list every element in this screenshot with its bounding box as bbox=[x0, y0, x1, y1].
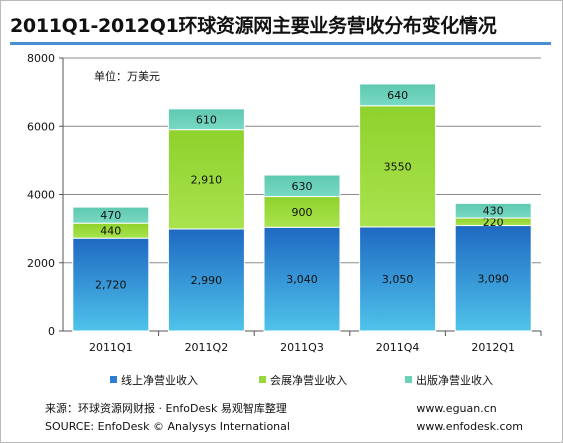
bar-online-2011Q3 bbox=[263, 226, 341, 332]
bar-online-2011Q1 bbox=[72, 237, 150, 332]
data-label-publishing-2011Q2: 610 bbox=[196, 113, 217, 126]
data-label-online-2012Q1: 3,090 bbox=[477, 272, 509, 285]
legend-swatch-exhibition bbox=[259, 376, 266, 383]
bar-publishing-2012Q1 bbox=[454, 202, 532, 219]
footer-source: 来源：环球资源网财报 · EnfoDesk 易观智库整理 SOURCE: Enf… bbox=[45, 400, 290, 436]
source-line-en: SOURCE: EnfoDesk © Analysys Internationa… bbox=[45, 420, 290, 433]
legend-label-online: 线上净营业收入 bbox=[121, 374, 198, 387]
footer-sites: www.eguan.cn www.enfodesk.com bbox=[416, 400, 523, 436]
bar-exhibition-2011Q2 bbox=[167, 129, 245, 230]
data-label-online-2011Q4: 3,050 bbox=[382, 273, 414, 286]
bar-publishing-2011Q2 bbox=[167, 108, 245, 131]
x-tick-label-2011Q3: 2011Q3 bbox=[280, 341, 324, 354]
data-label-publishing-2011Q1: 470 bbox=[100, 209, 121, 222]
y-tick-label-4000: 4000 bbox=[27, 189, 55, 202]
legend-item-online: 线上净营业收入 bbox=[110, 372, 198, 388]
data-label-publishing-2012Q1: 430 bbox=[483, 205, 504, 218]
data-label-exhibition-2011Q1: 440 bbox=[100, 225, 121, 238]
chart-title: 2011Q1-2012Q1环球资源网主要业务营收分布变化情况 bbox=[10, 15, 497, 37]
x-tick-label-2011Q2: 2011Q2 bbox=[185, 341, 229, 354]
bar-online-2011Q4 bbox=[359, 226, 437, 332]
legend-swatch-publishing bbox=[405, 376, 412, 383]
data-label-exhibition-2011Q2: 2,910 bbox=[191, 173, 223, 186]
unit-note: 单位：万美元 bbox=[94, 70, 160, 83]
source-line: 来源：环球资源网财报 · EnfoDesk 易观智库整理 bbox=[45, 402, 287, 415]
site-link-eguan[interactable]: www.eguan.cn bbox=[416, 402, 497, 415]
legend-item-publishing: 出版净营业收入 bbox=[405, 372, 493, 388]
y-tick-label-6000: 6000 bbox=[27, 120, 55, 133]
x-tick-label-2012Q1: 2012Q1 bbox=[471, 341, 515, 354]
data-label-publishing-2011Q3: 630 bbox=[292, 180, 313, 193]
x-tick-label-2011Q4: 2011Q4 bbox=[376, 341, 420, 354]
legend-label-exhibition: 会展净营业收入 bbox=[270, 374, 347, 387]
data-label-exhibition-2012Q1: 220 bbox=[483, 216, 504, 229]
y-tick-label-2000: 2000 bbox=[27, 257, 55, 270]
x-tick-label-2011Q1: 2011Q1 bbox=[89, 341, 133, 354]
bar-publishing-2011Q4 bbox=[359, 83, 437, 107]
data-label-online-2011Q3: 3,040 bbox=[286, 273, 318, 286]
y-tick-label-0: 0 bbox=[48, 325, 55, 338]
data-label-online-2011Q2: 2,990 bbox=[191, 274, 223, 287]
y-tick-label-8000: 8000 bbox=[27, 52, 55, 65]
bar-publishing-2011Q1 bbox=[72, 206, 150, 224]
bar-online-2011Q2 bbox=[167, 228, 245, 332]
site-link-enfodesk[interactable]: www.enfodesk.com bbox=[416, 420, 523, 433]
data-label-exhibition-2011Q3: 900 bbox=[292, 206, 313, 219]
data-label-exhibition-2011Q4: 3550 bbox=[384, 160, 412, 173]
legend-label-publishing: 出版净营业收入 bbox=[416, 374, 493, 387]
legend-item-exhibition: 会展净营业收入 bbox=[259, 372, 347, 388]
bar-publishing-2011Q3 bbox=[263, 174, 341, 198]
data-label-online-2011Q1: 2,720 bbox=[95, 279, 127, 292]
bar-online-2012Q1 bbox=[454, 225, 532, 332]
legend-swatch-online bbox=[110, 376, 117, 383]
title-underline bbox=[10, 42, 551, 45]
data-label-publishing-2011Q4: 640 bbox=[387, 89, 408, 102]
